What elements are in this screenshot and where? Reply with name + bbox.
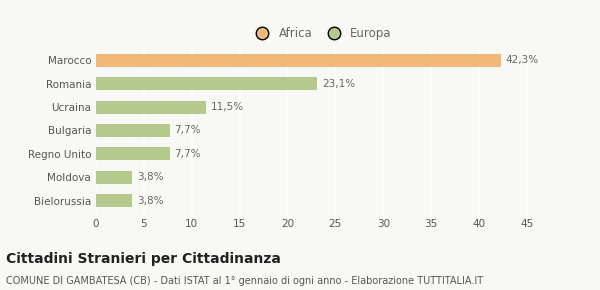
Text: 7,7%: 7,7%: [175, 126, 201, 135]
Bar: [96, 147, 170, 160]
Bar: [96, 54, 501, 67]
Text: 11,5%: 11,5%: [211, 102, 244, 112]
Text: 23,1%: 23,1%: [322, 79, 355, 89]
Legend: Africa, Europa: Africa, Europa: [245, 22, 397, 44]
Text: Cittadini Stranieri per Cittadinanza: Cittadini Stranieri per Cittadinanza: [6, 252, 281, 266]
Bar: [96, 77, 317, 90]
Bar: [96, 101, 206, 114]
Text: 3,8%: 3,8%: [137, 172, 164, 182]
Bar: [96, 194, 133, 207]
Bar: [96, 171, 133, 184]
Text: 42,3%: 42,3%: [506, 55, 539, 66]
Text: 3,8%: 3,8%: [137, 195, 164, 206]
Text: 7,7%: 7,7%: [175, 149, 201, 159]
Bar: [96, 124, 170, 137]
Text: COMUNE DI GAMBATESA (CB) - Dati ISTAT al 1° gennaio di ogni anno - Elaborazione : COMUNE DI GAMBATESA (CB) - Dati ISTAT al…: [6, 276, 483, 285]
